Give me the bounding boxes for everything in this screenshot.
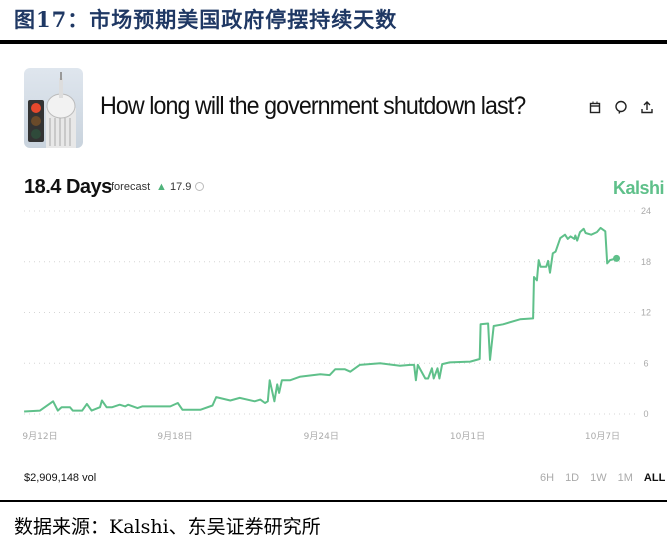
kalshi-logo: Kalshi — [613, 178, 665, 198]
last-point-marker — [613, 254, 621, 262]
calendar-icon[interactable] — [588, 100, 602, 114]
share-icon[interactable] — [640, 100, 654, 114]
series-line — [24, 226, 617, 413]
comment-icon[interactable] — [614, 100, 628, 114]
x-tick-label: 9月12日 — [22, 431, 57, 442]
range-6h[interactable]: 6H — [540, 472, 555, 484]
bottom-divider — [0, 500, 667, 502]
y-tick-label: 18 — [641, 257, 651, 267]
figure-title: 图17：市场预期美国政府停摆持续天数 — [14, 7, 398, 32]
range-1d[interactable]: 1D — [565, 472, 580, 484]
range-all[interactable]: ALL — [643, 472, 666, 484]
volume: $2,909,148 vol — [24, 472, 97, 484]
y-tick-label: 0 — [643, 409, 648, 419]
forecast-change-value: 17.9 — [169, 181, 192, 193]
range-1w[interactable]: 1W — [590, 472, 607, 484]
x-tick-label: 10月7日 — [585, 431, 620, 442]
price-chart[interactable]: 0 6 12 18 24 9月12日 9月18日 9月24日 10月1日 10月7日 — [0, 200, 667, 450]
y-tick-label: 6 — [643, 358, 648, 368]
x-tick-label: 10月1日 — [450, 431, 485, 442]
info-icon[interactable] — [195, 182, 204, 191]
up-triangle-icon: ▲ — [156, 181, 167, 193]
forecast-label: forecast — [111, 181, 151, 193]
source-note: 数据来源：Kalshi、东吴证券研究所 — [14, 516, 321, 538]
top-divider — [0, 40, 667, 44]
y-tick-label: 12 — [641, 308, 651, 318]
capitol-thumbnail — [24, 68, 83, 148]
y-tick-label: 24 — [641, 206, 651, 216]
forecast-value: 18.4 Days — [24, 176, 112, 198]
range-1m[interactable]: 1M — [617, 472, 633, 484]
x-tick-label: 9月24日 — [304, 431, 339, 442]
x-tick-label: 9月18日 — [157, 431, 192, 442]
forecast-change: ▲ 17.9 — [156, 181, 191, 193]
range-selector: 6H 1D 1W 1M ALL — [540, 472, 665, 484]
market-question: How long will the government shutdown la… — [100, 92, 526, 120]
